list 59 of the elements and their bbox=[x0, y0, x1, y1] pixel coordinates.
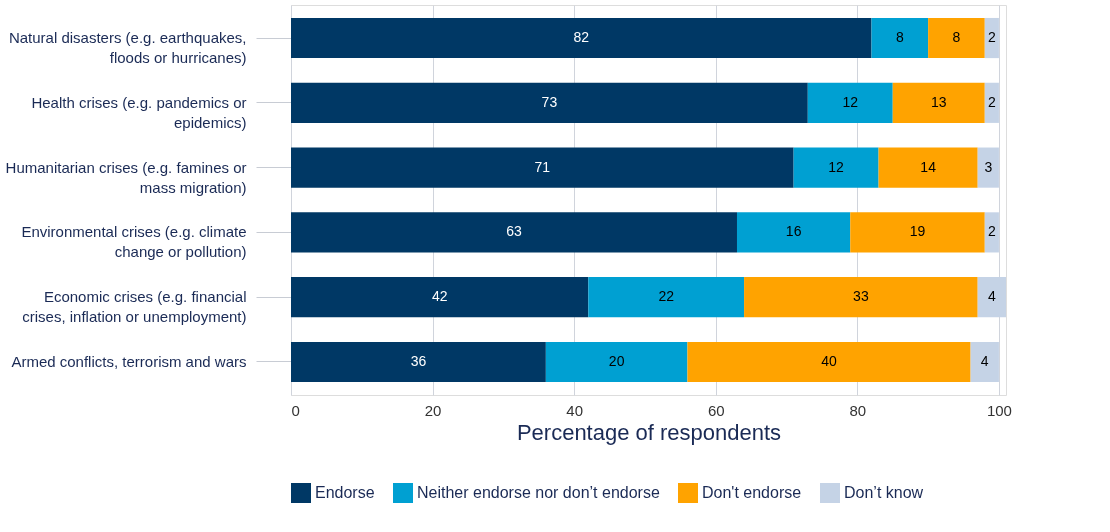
bar bbox=[878, 147, 978, 188]
bar bbox=[850, 212, 985, 253]
data-label: 19 bbox=[909, 223, 926, 240]
x-tick-label: 80 bbox=[849, 401, 867, 419]
data-label: 36 bbox=[410, 352, 427, 369]
y-tick-label: Humanitarian crises (e.g. famines or mass migration) bbox=[5, 158, 247, 196]
bar bbox=[928, 17, 985, 59]
bar bbox=[545, 341, 688, 383]
bar bbox=[736, 212, 851, 253]
data-label: 40 bbox=[821, 352, 838, 369]
data-label: 12 bbox=[842, 93, 859, 110]
data-label: 73 bbox=[541, 93, 558, 110]
bar bbox=[687, 341, 971, 383]
data-label: 14 bbox=[920, 158, 937, 175]
data-label: 12 bbox=[828, 158, 845, 175]
data-label: 20 bbox=[608, 352, 625, 369]
legend-label: Don’t know bbox=[844, 484, 924, 501]
data-label: 82 bbox=[573, 29, 590, 46]
x-tick-label: 60 bbox=[707, 401, 725, 419]
bar bbox=[291, 341, 546, 383]
data-label: 71 bbox=[534, 158, 551, 175]
bar bbox=[793, 147, 879, 188]
data-label: 2 bbox=[987, 223, 996, 240]
bar bbox=[588, 277, 745, 318]
bar bbox=[892, 82, 985, 123]
bar bbox=[291, 82, 808, 123]
y-tick-label: Armed conflicts, terrorism and wars bbox=[11, 352, 247, 370]
x-tick-label: 100 bbox=[986, 401, 1012, 419]
data-label: 3 bbox=[984, 158, 993, 175]
legend-label: Neither endorse nor don’t endorse bbox=[417, 484, 660, 501]
data-label: 63 bbox=[506, 223, 522, 240]
data-label: 8 bbox=[952, 29, 961, 46]
y-tick-label: Economic crises (e.g. financial crises, inflation or unemployment) bbox=[22, 288, 247, 326]
data-label: 4 bbox=[987, 288, 996, 305]
y-tick-label: Natural disasters (e.g. earthquakes, floods or hurricanes) bbox=[8, 29, 247, 67]
data-label: 42 bbox=[431, 288, 448, 305]
bar bbox=[291, 17, 872, 59]
x-tick-label: 40 bbox=[566, 401, 584, 419]
data-label: 16 bbox=[785, 223, 802, 240]
data-label: 22 bbox=[658, 288, 675, 305]
bar bbox=[291, 277, 589, 318]
bar bbox=[807, 82, 893, 123]
data-label: 8 bbox=[895, 29, 904, 46]
data-label: 13 bbox=[930, 93, 947, 110]
data-label: 33 bbox=[853, 288, 869, 305]
x-tick-label: 20 bbox=[424, 401, 442, 419]
data-label: 2 bbox=[987, 93, 996, 110]
x-tick-label: 0 bbox=[291, 401, 300, 419]
legend-label: Endorse bbox=[315, 484, 375, 501]
bar bbox=[291, 147, 794, 188]
bar bbox=[744, 277, 978, 318]
y-tick-label: Health crises (e.g. pandemics or epidemics) bbox=[31, 93, 247, 131]
bar bbox=[291, 212, 737, 253]
y-tick-label: Environmental crises (e.g. climate change or pollution) bbox=[21, 223, 247, 261]
legend-label: Don't endorse bbox=[702, 484, 802, 501]
bar bbox=[871, 17, 929, 59]
data-label: 4 bbox=[980, 352, 989, 369]
x-axis-title: Percentage of respondents bbox=[516, 419, 782, 445]
data-label: 2 bbox=[987, 29, 996, 46]
